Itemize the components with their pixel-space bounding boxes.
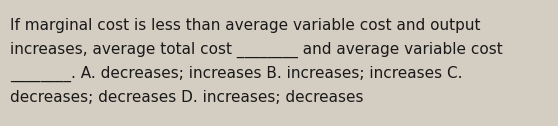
Text: If marginal cost is less than average variable cost and output: If marginal cost is less than average va…	[10, 18, 480, 33]
Text: increases, average total cost ________ and average variable cost: increases, average total cost ________ a…	[10, 42, 503, 58]
Text: ________. A. decreases; increases B. increases; increases C.: ________. A. decreases; increases B. inc…	[10, 66, 463, 82]
Text: decreases; decreases D. increases; decreases: decreases; decreases D. increases; decre…	[10, 90, 363, 105]
